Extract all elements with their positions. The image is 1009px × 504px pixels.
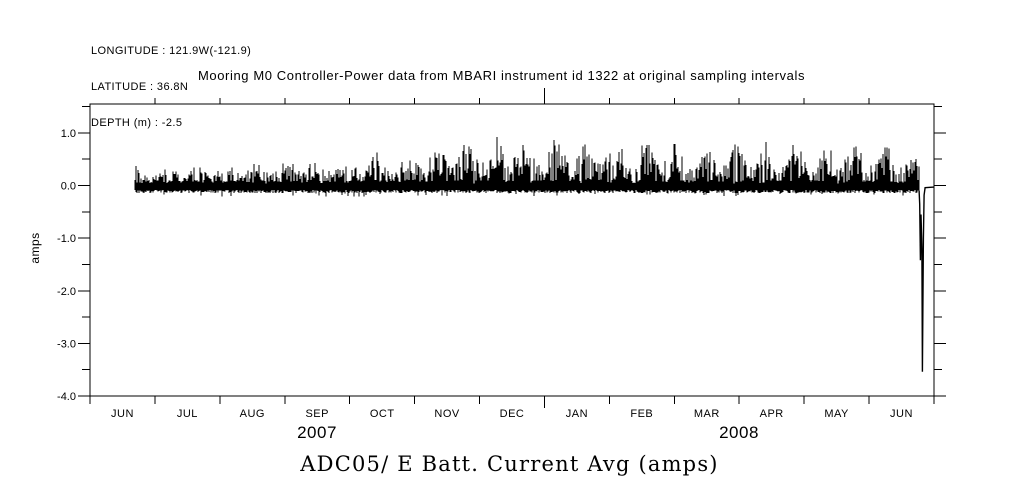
year-label-2007: 2007 — [297, 423, 337, 442]
month-tick-label: JUN — [890, 408, 913, 420]
month-tick-label: JUN — [111, 408, 134, 420]
month-tick-label: SEP — [305, 408, 329, 420]
depth-label: DEPTH (m) : -2.5 — [91, 117, 183, 129]
y-tick-label: -4.0 — [57, 391, 76, 403]
year-label-2008: 2008 — [719, 423, 759, 442]
y-tick-label: -1.0 — [57, 233, 76, 245]
bottom-title: ADC05/ E Batt. Current Avg (amps) — [300, 452, 719, 476]
y-tick-label: 1.0 — [61, 128, 76, 140]
longitude-label: LONGITUDE : 121.9W(-121.9) — [91, 45, 252, 57]
axis-ticks — [78, 88, 946, 408]
month-tick-label: JUL — [177, 408, 198, 420]
y-tick-label: 0.0 — [61, 181, 76, 193]
y-axis-label: amps — [28, 232, 42, 264]
month-tick-label: APR — [760, 408, 784, 420]
month-tick-label: JAN — [566, 408, 588, 420]
month-tick-label: MAY — [824, 408, 849, 420]
month-tick-label: MAR — [694, 408, 720, 420]
chart-title: Mooring M0 Controller-Power data from MB… — [197, 68, 806, 83]
latitude-label: LATITUDE : 36.8N — [91, 81, 189, 93]
month-tick-label: FEB — [630, 408, 653, 420]
data-series-spikes — [134, 137, 920, 197]
y-tick-label: -2.0 — [57, 286, 76, 298]
month-tick-label: NOV — [434, 408, 460, 420]
month-tick-label: AUG — [240, 408, 265, 420]
header-metadata: LONGITUDE : 121.9W(-121.9) LATITUDE : 36… — [91, 21, 251, 153]
month-tick-label: OCT — [370, 408, 395, 420]
data-series-anomaly — [918, 186, 935, 372]
y-tick-label: -3.0 — [57, 338, 76, 350]
month-tick-label: DEC — [500, 408, 525, 420]
plot-frame — [89, 103, 935, 397]
